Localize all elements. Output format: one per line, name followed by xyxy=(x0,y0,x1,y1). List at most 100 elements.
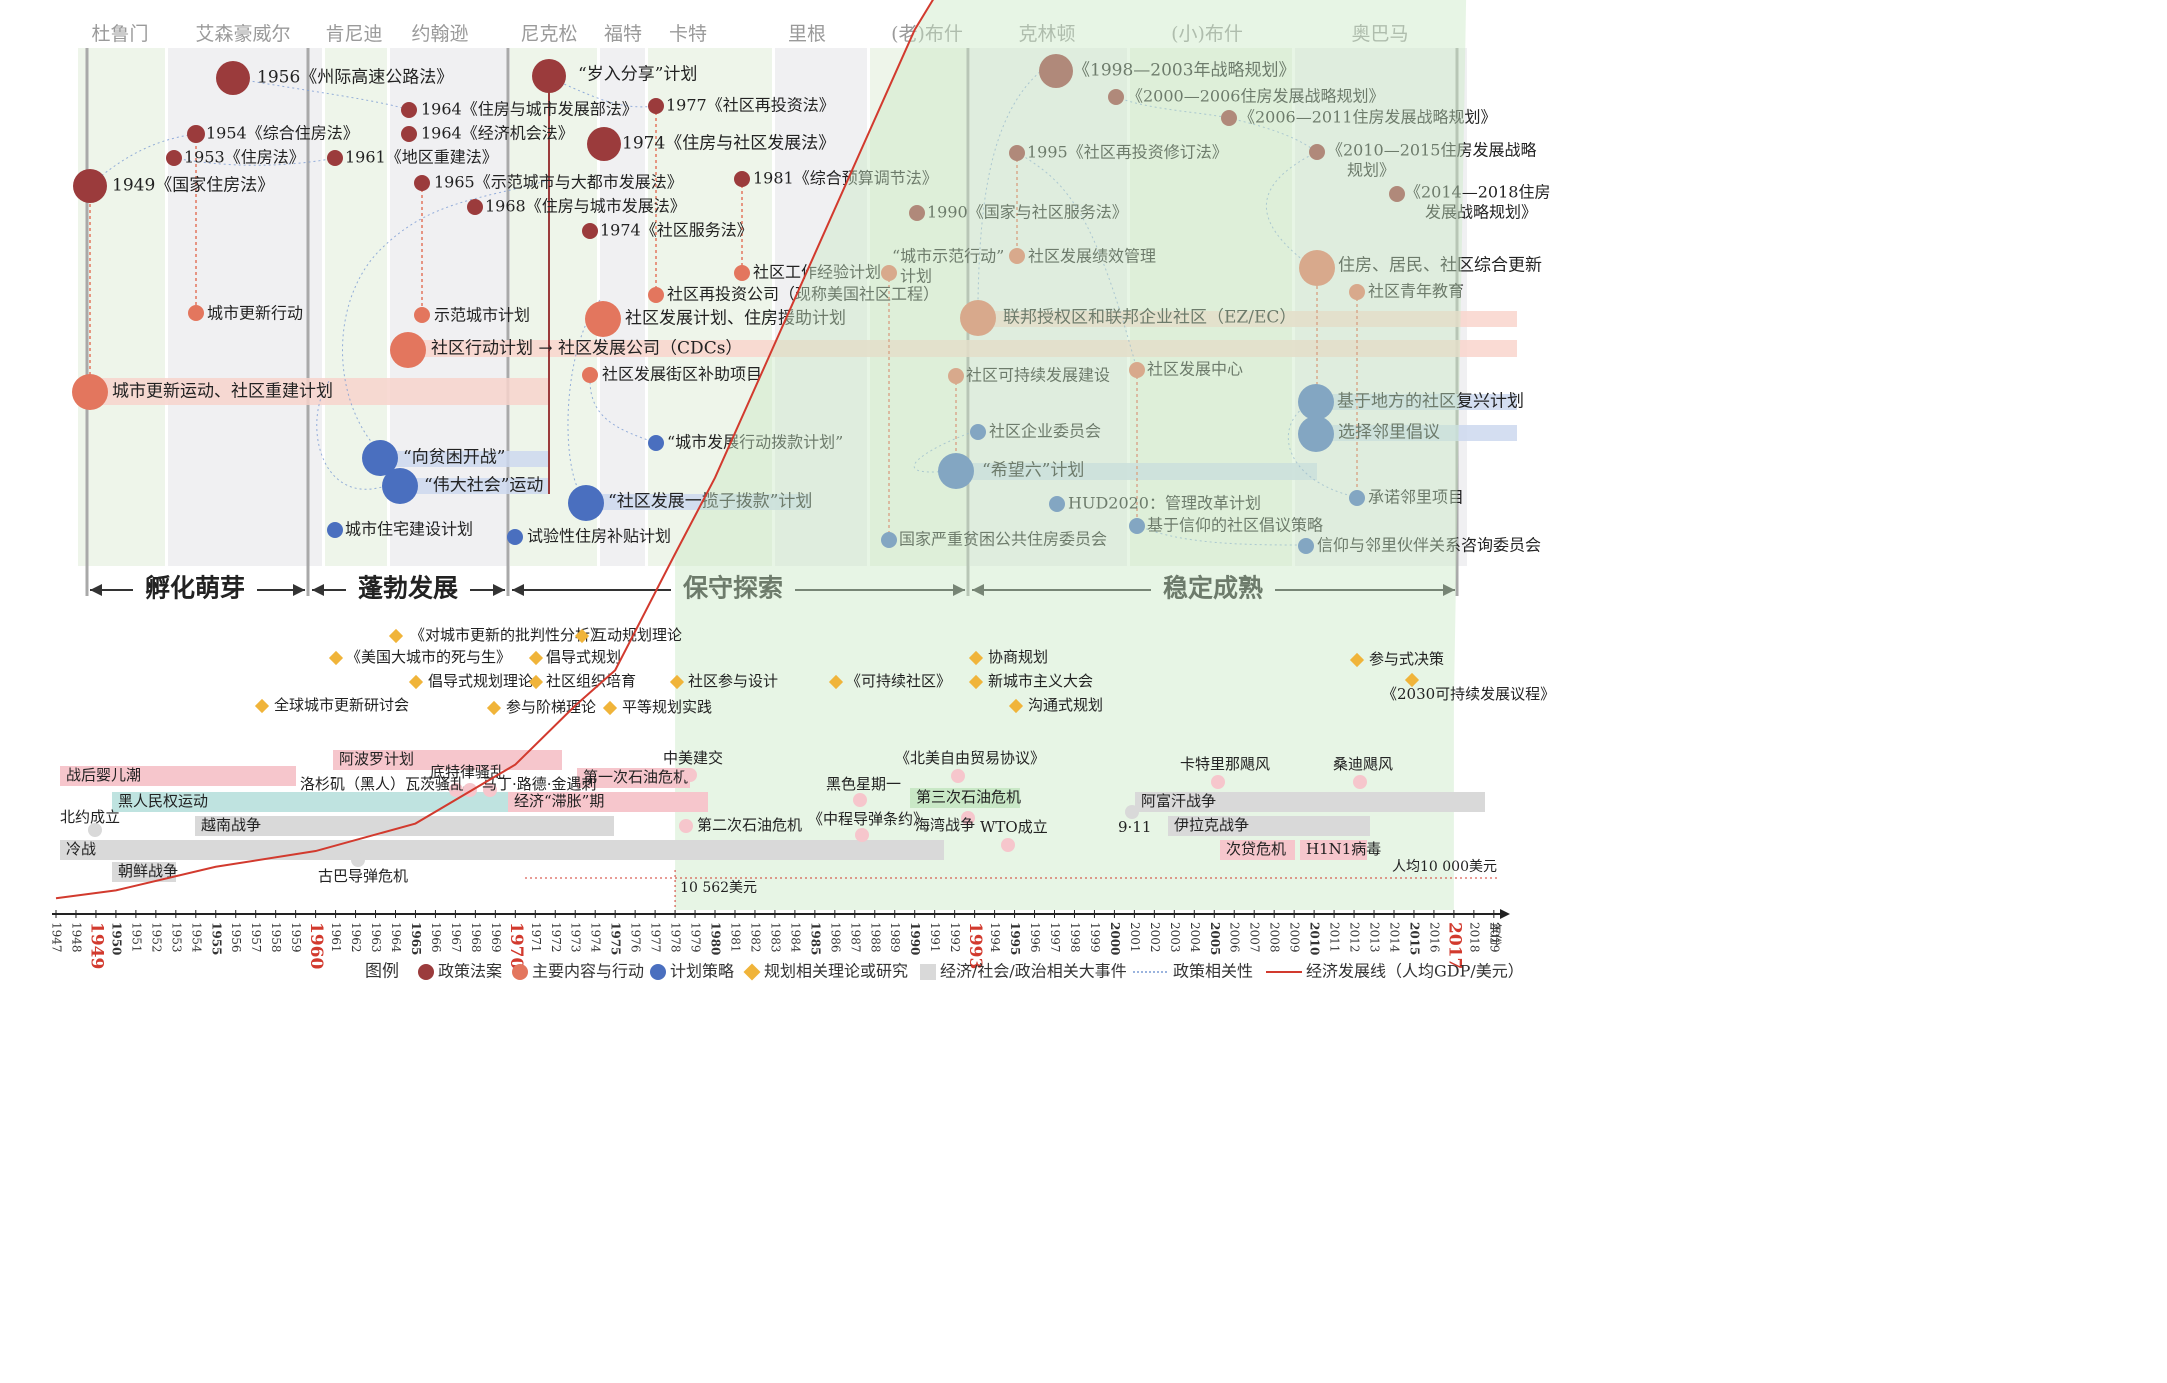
policy-label: 住房、居民、社区综合更新 xyxy=(1338,256,1542,276)
theory-label: 全球城市更新研讨会 xyxy=(274,696,409,714)
year-tick-label: 1994 xyxy=(988,922,1002,953)
policy-node-law xyxy=(909,205,925,221)
policy-label: “城市示范行动” xyxy=(892,247,1004,266)
president-column-0 xyxy=(78,48,165,566)
policy-label-line2: 计划 xyxy=(900,267,932,286)
policy-label: HUD2020：管理改革计划 xyxy=(1068,494,1261,513)
policy-node-law xyxy=(1309,144,1325,160)
policy-band xyxy=(956,463,1317,480)
event-dot xyxy=(679,819,693,833)
policy-label: 国家严重贫困公共住房委员会 xyxy=(899,530,1107,549)
policy-label: 社区发展街区补助项目 xyxy=(602,365,762,384)
year-tick-label: 1985 xyxy=(808,922,822,955)
policy-link xyxy=(589,379,657,444)
phase-arrow-right xyxy=(953,584,965,596)
year-tick-label: 1952 xyxy=(149,922,163,953)
year-tick-label: 2005 xyxy=(1208,922,1222,955)
event-label: 伊拉克战争 xyxy=(1174,816,1249,834)
legend-title: 图例 xyxy=(365,962,399,982)
event-bar xyxy=(112,862,176,882)
event-dot xyxy=(88,823,102,837)
event-label: 第三次石油危机 xyxy=(916,788,1021,806)
policy-node-action xyxy=(948,368,964,384)
policy-label: 1990《国家与社区服务法》 xyxy=(927,203,1128,222)
policy-label: 社区发展中心 xyxy=(1147,360,1243,379)
president-label: 杜鲁门 xyxy=(91,23,148,45)
event-dot xyxy=(951,769,965,783)
policy-label: 1974《社区服务法》 xyxy=(600,221,753,240)
policy-link xyxy=(913,429,979,473)
event-dot xyxy=(1211,775,1225,789)
policy-label: “希望六”计划 xyxy=(982,461,1084,481)
theory-marker xyxy=(486,700,502,716)
policy-label: 1995《社区再投资修订法》 xyxy=(1027,143,1228,162)
president-label: (老)布什 xyxy=(891,23,963,45)
theory-marker xyxy=(254,698,270,714)
phase-label: 蓬勃发展 xyxy=(358,574,458,603)
event-label: 第一次石油危机 xyxy=(583,768,688,786)
year-tick-label: 2000 xyxy=(1108,922,1122,955)
year-tick-label: 1949 xyxy=(86,922,106,969)
legend-item: 政策法案 xyxy=(438,962,502,981)
policy-label: 社区可持续发展建设 xyxy=(966,366,1110,385)
policy-label: 1977《社区再投资法》 xyxy=(666,96,835,115)
year-tick-label: 1990 xyxy=(908,922,922,955)
year-tick-label: 1989 xyxy=(888,922,902,953)
policy-node-action xyxy=(414,307,430,323)
event-dot xyxy=(683,768,697,782)
policy-node-plan xyxy=(1298,384,1334,420)
event-label: 《中程导弹条约》 xyxy=(808,810,928,828)
policy-link xyxy=(342,179,550,453)
year-tick-label: 1980 xyxy=(709,922,723,955)
theory-marker xyxy=(328,650,344,666)
year-tick-label: 1955 xyxy=(209,922,223,955)
event-label: 底特律骚乱 xyxy=(430,763,505,781)
event-label: 朝鲜战争 xyxy=(118,862,178,880)
policy-node-action xyxy=(585,301,621,337)
year-tick-label: 1969 xyxy=(489,922,503,953)
theory-label: 倡导式规划理论 xyxy=(428,672,533,690)
policy-node-law xyxy=(166,150,182,166)
theory-label: 新城市主义大会 xyxy=(988,672,1093,690)
policy-node-action xyxy=(582,367,598,383)
policy-label: “社区发展一揽子拨款”计划 xyxy=(608,492,812,512)
policy-node-plan xyxy=(382,468,418,504)
theory-label: 社区参与设计 xyxy=(688,672,778,690)
policy-node-law xyxy=(1009,145,1025,161)
policy-band xyxy=(1316,394,1517,410)
policy-label: 1981《综合预算调节法》 xyxy=(753,169,938,188)
policy-node-plan xyxy=(881,532,897,548)
policy-node-law xyxy=(582,223,598,239)
policy-link xyxy=(232,77,410,111)
year-tick-label: 1971 xyxy=(529,922,543,953)
policy-label: 1968《住房与城市发展法》 xyxy=(485,197,686,216)
event-label: 次贷危机 xyxy=(1226,840,1286,858)
policy-label: 选择邻里倡议 xyxy=(1338,423,1440,443)
theory-label: 倡导式规划 xyxy=(546,648,621,666)
year-tick-label: 2006 xyxy=(1228,922,1242,953)
event-label: 古巴导弹危机 xyxy=(318,867,408,885)
policy-node-law xyxy=(648,98,664,114)
theory-label: 互动规划理论 xyxy=(592,626,682,644)
policy-node-action xyxy=(960,300,996,336)
event-label: 战后婴儿潮 xyxy=(66,766,141,784)
theory-label: 《可持续社区》 xyxy=(846,672,951,690)
event-label: 第二次石油危机 xyxy=(697,816,802,834)
event-dot xyxy=(449,783,463,797)
year-tick-label: 1964 xyxy=(389,922,403,953)
event-dot xyxy=(1001,838,1015,852)
policy-label: 1964《住房与城市发展部法》 xyxy=(421,100,638,119)
president-label: (小)布什 xyxy=(1171,23,1243,45)
policy-node-plan xyxy=(1298,538,1314,554)
policy-band xyxy=(90,378,549,405)
year-tick-label: 2011 xyxy=(1328,922,1342,953)
theory-marker xyxy=(528,650,544,666)
phase-arrow-left xyxy=(90,584,102,596)
year-tick-label: 1960 xyxy=(306,922,326,969)
theory-label: 《美国大城市的死与生》 xyxy=(346,648,511,666)
policy-node-plan xyxy=(327,522,343,538)
theory-marker xyxy=(968,650,984,666)
gdp-shaded-area xyxy=(675,0,1467,910)
policy-node-law xyxy=(73,169,107,203)
policy-node-law xyxy=(414,175,430,191)
